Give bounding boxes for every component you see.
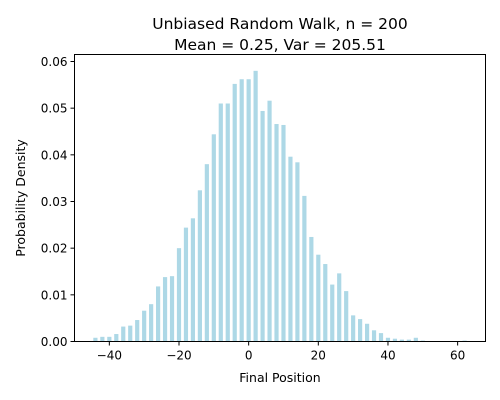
bar <box>239 79 244 342</box>
bar <box>121 326 126 342</box>
bar <box>246 79 251 342</box>
plot-frame <box>74 54 486 342</box>
bar <box>162 277 168 342</box>
y-tick-label: 0.06 <box>41 55 68 69</box>
bar <box>288 156 293 342</box>
bar <box>378 333 384 342</box>
x-axis-label: Final Position <box>239 370 320 385</box>
bar <box>114 334 119 342</box>
bar <box>413 337 418 342</box>
bar <box>385 337 391 342</box>
bar <box>406 339 411 342</box>
bar <box>337 273 342 342</box>
bar <box>316 254 321 342</box>
y-tick-label: 0.03 <box>41 195 68 209</box>
bar <box>309 236 314 342</box>
bar <box>218 103 223 342</box>
bar <box>156 286 161 342</box>
bar <box>323 264 328 342</box>
bar <box>211 134 216 342</box>
x-tick-label: −20 <box>166 349 191 363</box>
bar <box>93 337 98 342</box>
bar <box>281 124 286 342</box>
bar <box>295 162 300 342</box>
bar <box>169 276 175 342</box>
bar <box>100 336 105 342</box>
x-tick-label: 40 <box>380 349 395 363</box>
bar <box>358 319 363 342</box>
bar <box>399 339 404 342</box>
bar <box>232 83 237 342</box>
bar <box>267 100 272 342</box>
bar <box>225 103 230 342</box>
bar <box>197 190 202 342</box>
bar <box>260 110 265 342</box>
bar <box>371 330 377 342</box>
x-tick-label: 60 <box>450 349 465 363</box>
bar <box>344 291 349 342</box>
bar <box>142 310 147 342</box>
y-tick-label: 0.02 <box>41 242 68 256</box>
y-tick-label: 0.05 <box>41 102 68 116</box>
bar <box>204 164 209 342</box>
bar <box>107 336 112 342</box>
bar <box>364 323 370 342</box>
bar <box>149 304 154 342</box>
bar <box>274 124 279 342</box>
chart-title: Unbiased Random Walk, n = 200 <box>152 15 408 33</box>
bar <box>392 338 398 342</box>
y-tick-label: 0.01 <box>41 288 68 302</box>
bar <box>183 227 189 342</box>
x-tick-label: 0 <box>245 349 253 363</box>
bar <box>330 284 335 342</box>
bar <box>128 325 133 342</box>
bar <box>302 195 307 342</box>
y-tick-label: 0.04 <box>41 148 68 162</box>
x-tick-label: 20 <box>311 349 326 363</box>
bar <box>253 70 258 342</box>
ticks-group: −40 −20 0 20 40 60 0.00 0.01 0.02 0.03 0.04 0.05 0.0… <box>41 55 465 363</box>
x-tick-label: −40 <box>97 349 122 363</box>
bar <box>135 320 140 342</box>
y-tick-label: 0.00 <box>41 335 68 349</box>
y-axis-label: Probability Density <box>13 139 28 257</box>
bar <box>176 248 182 342</box>
chart-subtitle: Mean = 0.25, Var = 205.51 <box>174 36 386 54</box>
bars-group <box>93 70 467 342</box>
bar <box>351 315 356 342</box>
bar <box>190 218 196 342</box>
